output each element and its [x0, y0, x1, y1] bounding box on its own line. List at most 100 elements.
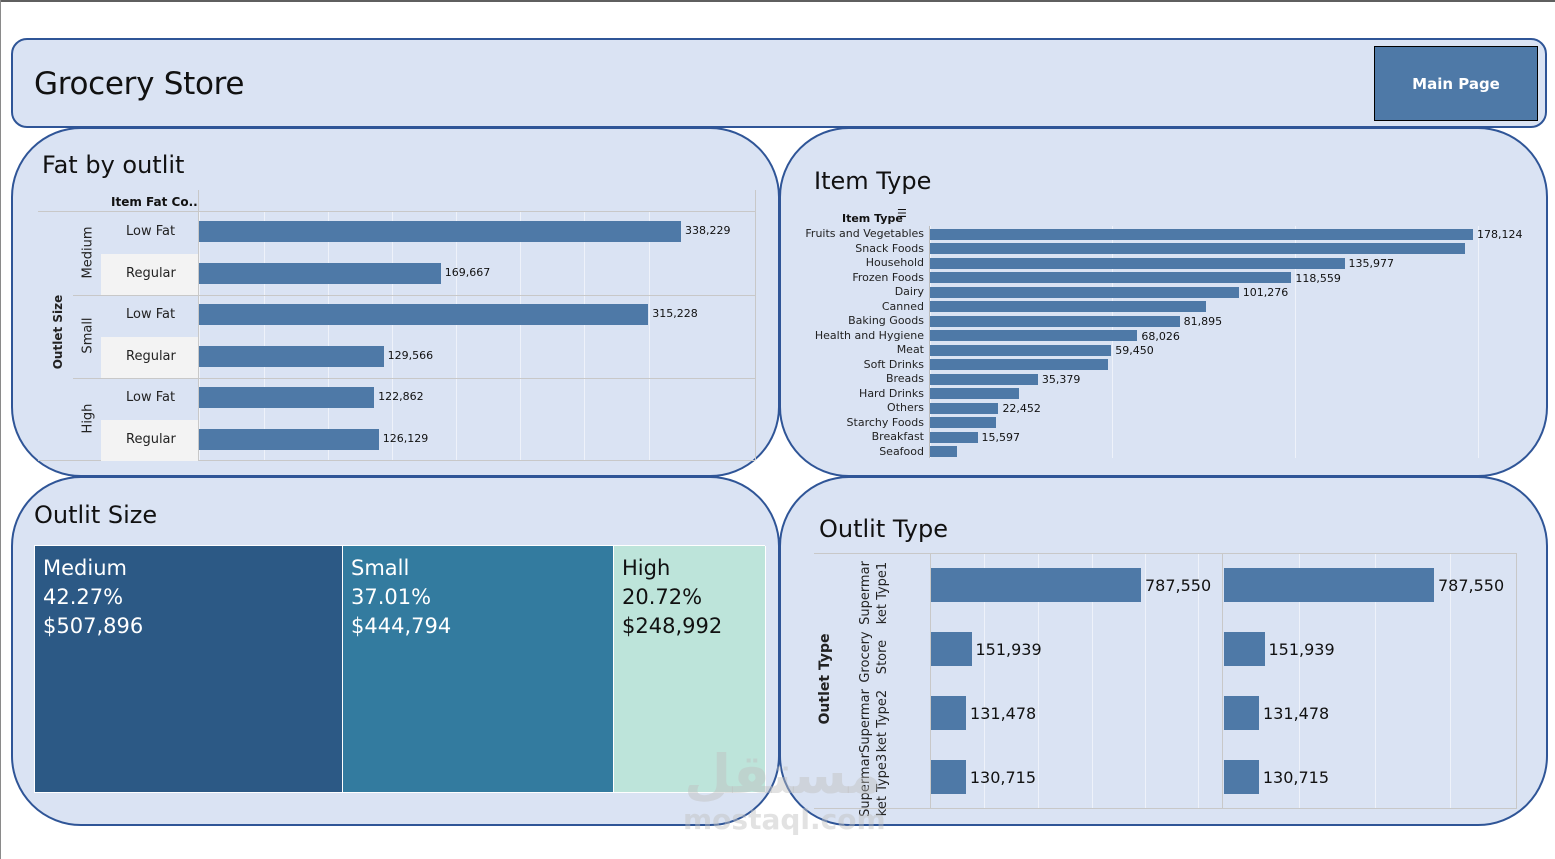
outlet-type-label-line2: ket Type2	[875, 689, 890, 753]
sort-descending-icon: ☰	[897, 207, 907, 220]
outlet-size-label: Medium	[80, 226, 96, 278]
fat-content-label: Regular	[126, 431, 176, 447]
bar	[931, 632, 972, 666]
bar-value-label: 178,124	[1477, 228, 1523, 241]
gridline	[264, 212, 265, 460]
bottom-divider	[38, 460, 755, 461]
gridline	[1295, 226, 1296, 458]
row-axis-label: Outlet Type	[817, 633, 833, 725]
outlet-type-label: Supermar ket Type3	[857, 753, 891, 817]
item-type-label: Starchy Foods	[846, 415, 924, 429]
item-type-label: Household	[865, 256, 924, 269]
bar	[1224, 696, 1260, 730]
bar-value-label: 131,478	[970, 704, 1037, 723]
fat-content-label: Low Fat	[126, 224, 176, 239]
bar-value-label: 338,229	[685, 224, 731, 237]
fat-content-label: Regular	[126, 348, 176, 364]
bar	[199, 387, 375, 408]
dashboard-title: Grocery Store	[34, 66, 245, 102]
tile-percent: 20.72%	[622, 585, 703, 609]
bar	[930, 431, 978, 443]
gridline	[1145, 554, 1146, 808]
outlet-type-label: Supermar ket Type2	[857, 689, 891, 753]
outlet-size-label: Small	[80, 316, 96, 354]
bar-value-label: 151,939	[975, 640, 1042, 659]
gridline	[199, 212, 200, 460]
outlet-type-label-line1: Supermar	[858, 689, 873, 753]
column-header: Item Fat Co..	[111, 195, 198, 209]
gridline	[392, 212, 393, 460]
bar-value-label: 101,276	[1242, 286, 1289, 299]
bar-value-label: 151,939	[1268, 640, 1335, 659]
gridline	[930, 226, 931, 458]
item-type-label: Canned	[881, 299, 924, 313]
outlet-type-label-line1: Supermar	[858, 561, 873, 625]
panel-title: Fat by outlit	[42, 151, 185, 179]
bar	[930, 417, 997, 428]
bar-value-label: 131,478	[1263, 704, 1330, 723]
bar-value-label: 122,862	[378, 390, 424, 403]
fat-content-label: Regular	[126, 265, 176, 281]
tile-sales: $248,992	[622, 614, 723, 638]
tile-name: Small	[351, 556, 410, 580]
gridline	[1375, 554, 1376, 808]
item-type-label: Breads	[885, 372, 924, 385]
item-type-label: Frozen Foods	[852, 270, 924, 284]
row-band	[101, 253, 198, 295]
outlet-type-label-line2: ket Type1	[875, 561, 890, 625]
panel-title: Outlit Type	[819, 515, 949, 543]
fat-by-outlet-panel: Fat by outlit Item Fat Co.. Outlet Size Me…	[11, 127, 780, 477]
bar-value-label: 81,895	[1183, 315, 1223, 328]
bar-value-label: 68,026	[1141, 329, 1180, 343]
bar	[930, 330, 1138, 341]
outlet-type-label: Grocery Store	[857, 625, 891, 689]
bar	[1224, 632, 1265, 666]
bar	[1224, 760, 1259, 794]
bar	[930, 243, 1465, 254]
axis-line	[929, 226, 930, 458]
bar	[199, 221, 681, 242]
tile-percent: 37.01%	[351, 585, 432, 609]
bar	[931, 760, 966, 794]
bar-value-label: 35,379	[1041, 373, 1081, 386]
bar-value-label: 315,228	[652, 307, 698, 320]
item-type-label: Meat	[896, 343, 924, 356]
bar-value-label: 129,566	[387, 348, 434, 362]
treemap-tile-medium[interactable]: Medium 42.27% $507,896	[35, 546, 343, 792]
bar	[199, 262, 441, 284]
tile-name: Medium	[43, 556, 127, 580]
item-type-label: Baking Goods	[848, 314, 924, 327]
gridline	[1450, 554, 1451, 808]
bar-value-label: 135,977	[1348, 257, 1395, 270]
header-divider	[38, 211, 755, 212]
outlet-type-label: Supermar ket Type1	[857, 561, 891, 625]
bar	[199, 304, 649, 325]
item-type-label: Dairy	[894, 285, 924, 298]
outlet-size-label: High	[80, 403, 96, 433]
window-top-border	[0, 0, 1555, 2]
outlet-type-label-line1: Grocery	[858, 631, 873, 683]
outlet-type-panel: Outlit Type Outlet Type Supermar ket Type1…	[779, 476, 1548, 826]
bar-value-label: 169,667	[444, 265, 491, 279]
panel-divider	[1222, 553, 1223, 809]
bar	[930, 228, 1473, 240]
treemap-area: Medium 42.27% $507,896 Small 37.01% $444,794 H…	[34, 545, 766, 793]
item-type-label: Fruits and Vegetables	[805, 227, 924, 240]
main-page-button[interactable]: Main Page	[1374, 46, 1538, 121]
bar-value-label: 22,452	[1002, 402, 1041, 415]
bar-value-label: 787,550	[1438, 576, 1505, 595]
window-left-border	[0, 0, 1, 859]
axis-line	[930, 553, 931, 809]
chart-border	[755, 190, 756, 460]
chart-border	[1516, 553, 1517, 809]
bottom-divider	[814, 808, 1517, 809]
bar	[931, 568, 1141, 602]
gridline	[1112, 226, 1113, 458]
item-type-panel: Item Type Item Type ☰ Fruits and Vegetable…	[779, 127, 1548, 477]
treemap-tile-high[interactable]: High 20.72% $248,992	[614, 546, 766, 792]
bar-value-label: 126,129	[382, 431, 429, 445]
bar	[930, 446, 958, 457]
fat-content-label: Low Fat	[126, 390, 176, 405]
bar	[1224, 568, 1434, 602]
treemap-tile-small[interactable]: Small 37.01% $444,794	[343, 546, 614, 792]
